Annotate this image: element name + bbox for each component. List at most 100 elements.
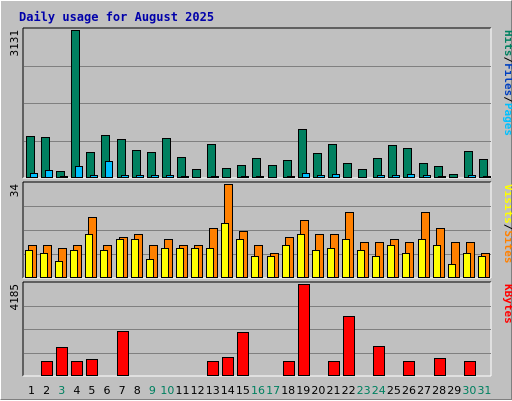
bar-kbytes-day-3 xyxy=(56,347,68,376)
bar-hits-day-5 xyxy=(86,152,95,178)
bar-visits-day-13 xyxy=(206,248,214,278)
bar-hits-day-12 xyxy=(192,169,201,178)
bar-hits-day-1 xyxy=(26,136,35,178)
bar-visits-day-31 xyxy=(478,256,486,278)
bar-hits-day-14 xyxy=(222,168,231,178)
bar-visits-day-18 xyxy=(282,245,290,278)
bar-kbytes-day-30 xyxy=(464,361,476,376)
bar-visits-day-10 xyxy=(161,248,169,278)
panel-sites: 34 Visits/Sites xyxy=(8,181,512,279)
svg-text:Visits/Sites: Visits/Sites xyxy=(502,184,512,264)
bar-pages-day-28 xyxy=(438,176,446,178)
bar-hits-day-31 xyxy=(479,159,488,178)
bar-hits-day-21 xyxy=(328,144,337,178)
bar-hits-day-29 xyxy=(449,174,458,178)
bar-kbytes-day-26 xyxy=(403,361,415,376)
bar-visits-day-28 xyxy=(433,245,441,278)
bar-hits-day-15 xyxy=(237,165,246,178)
bar-visits-day-16 xyxy=(251,256,259,278)
bar-hits-day-18 xyxy=(283,160,292,178)
bar-visits-day-5 xyxy=(85,234,93,278)
bar-kbytes-day-13 xyxy=(207,361,219,376)
x-label-day-11: 11 xyxy=(176,384,190,397)
bar-pages-day-27 xyxy=(423,175,431,178)
x-label-day-2: 2 xyxy=(43,384,50,397)
bar-visits-day-14 xyxy=(221,223,229,278)
bar-pages-day-24 xyxy=(377,175,385,178)
bar-hits-day-22 xyxy=(343,163,352,178)
bar-visits-day-21 xyxy=(327,248,335,278)
series-visits xyxy=(25,223,486,278)
bar-kbytes-day-5 xyxy=(86,359,98,376)
legend-label-hits: Hits xyxy=(502,30,512,57)
y-max-label: 34 xyxy=(8,184,21,198)
bar-kbytes-day-22 xyxy=(343,316,355,376)
bar-hits-day-25 xyxy=(388,145,397,178)
bar-pages-day-16 xyxy=(256,176,264,178)
chart-title: Daily usage for August 2025 xyxy=(19,10,214,24)
bar-pages-day-6 xyxy=(105,161,113,178)
bar-pages-day-21 xyxy=(332,174,340,178)
bar-visits-day-4 xyxy=(70,250,78,278)
bar-pages-day-10 xyxy=(166,175,174,178)
bar-visits-day-25 xyxy=(387,245,395,278)
bar-pages-day-3 xyxy=(60,176,68,178)
legend-label-visits: Visits xyxy=(502,184,512,224)
bar-pages-day-18 xyxy=(287,176,295,178)
bar-visits-day-2 xyxy=(40,253,48,278)
x-label-day-1: 1 xyxy=(28,384,35,397)
bar-pages-day-5 xyxy=(90,175,98,178)
bar-visits-day-15 xyxy=(236,239,244,278)
bar-pages-day-2 xyxy=(45,170,53,178)
bar-pages-day-7 xyxy=(121,175,129,178)
x-axis-labels: 1 2 3 4 5 6 7 8 9 10 11 12 13 14 15 16 17 18 19 20 21 22 23 24 2… xyxy=(28,384,491,397)
x-label-day-22: 22 xyxy=(342,384,356,397)
x-label-day-28: 28 xyxy=(432,384,446,397)
bar-visits-day-29 xyxy=(448,264,456,278)
bar-pages-day-30 xyxy=(468,175,476,178)
bar-pages-day-9 xyxy=(151,175,159,178)
x-label-day-10: 10 xyxy=(160,384,174,397)
bar-hits-day-9 xyxy=(147,152,156,178)
bar-visits-day-19 xyxy=(297,234,305,278)
bar-pages-day-15 xyxy=(241,176,249,178)
bar-hits-day-13 xyxy=(207,144,216,178)
bar-kbytes-day-28 xyxy=(434,358,446,376)
bar-hits-day-11 xyxy=(177,157,186,178)
x-label-day-27: 27 xyxy=(417,384,431,397)
legend-label-files: Files xyxy=(502,63,512,96)
bar-pages-day-26 xyxy=(407,174,415,178)
x-label-day-3: 3 xyxy=(58,384,65,397)
bar-visits-day-12 xyxy=(191,248,199,278)
x-label-day-23: 23 xyxy=(357,384,371,397)
bar-hits-day-10 xyxy=(162,138,171,178)
x-label-day-26: 26 xyxy=(402,384,416,397)
bar-hits-day-8 xyxy=(132,150,141,178)
series-pages xyxy=(30,161,491,178)
legend-separator: / xyxy=(502,96,512,103)
y-max-label: 4185 xyxy=(8,284,21,311)
bar-visits-day-26 xyxy=(402,253,410,278)
bar-visits-day-22 xyxy=(342,239,350,278)
bar-visits-day-1 xyxy=(25,250,33,278)
svg-text:Hits/Files/Pages: Hits/Files/Pages xyxy=(502,30,512,136)
x-label-day-17: 17 xyxy=(266,384,280,397)
bar-visits-day-3 xyxy=(55,261,63,278)
bar-visits-day-6 xyxy=(100,250,108,278)
x-label-day-6: 6 xyxy=(104,384,111,397)
bar-hits-day-16 xyxy=(252,158,261,178)
x-label-day-30: 30 xyxy=(462,384,476,397)
x-label-day-24: 24 xyxy=(372,384,386,397)
bar-hits-day-20 xyxy=(313,153,322,178)
x-label-day-9: 9 xyxy=(149,384,156,397)
x-label-day-25: 25 xyxy=(387,384,401,397)
bar-kbytes-day-2 xyxy=(41,361,53,376)
bar-pages-day-11 xyxy=(181,176,189,178)
x-label-day-18: 18 xyxy=(281,384,295,397)
bar-pages-day-13 xyxy=(211,176,219,178)
x-label-day-15: 15 xyxy=(236,384,250,397)
series-hits xyxy=(26,30,488,178)
legend-hits: Hits/Files/Pages xyxy=(502,30,512,136)
legend-kbytes: KBytes xyxy=(502,284,512,324)
